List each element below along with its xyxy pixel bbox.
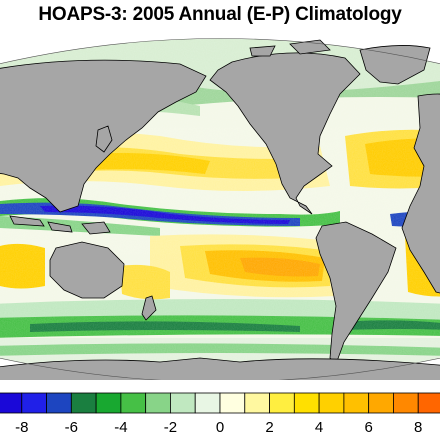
land-masses	[0, 39, 440, 380]
new-zealand	[141, 295, 157, 321]
colorbar-bin	[393, 392, 419, 414]
climatology-map	[0, 36, 440, 380]
colorbar-bin	[170, 392, 196, 414]
colorbar-bin	[120, 392, 147, 414]
antarctica	[0, 357, 440, 380]
colorbar-bin	[368, 392, 394, 414]
europe-africa	[401, 93, 440, 294]
colorbar	[0, 392, 440, 414]
colorbar-tick-label: 6	[364, 419, 373, 436]
colorbar-bin	[244, 392, 270, 414]
colorbar-ticks: -8 -6 -4 -2 0 2 4 6 8	[0, 419, 440, 437]
colorbar-bin	[194, 392, 221, 414]
map-svg	[0, 38, 440, 380]
globe-outline-top	[0, 38, 440, 65]
colorbar-tick-label: 4	[314, 419, 324, 436]
colorbar-tick-label: -4	[114, 419, 128, 436]
colorbar-bin	[46, 392, 72, 414]
map-title: HOAPS-3: 2005 Annual (E-P) Climatology	[38, 4, 402, 25]
colorbar-tick-label: 8	[414, 419, 423, 436]
globe-outline-bottom	[0, 357, 440, 380]
australia	[49, 241, 125, 299]
north-america	[209, 52, 361, 215]
colorbar-bin	[343, 392, 370, 414]
colorbar-svg	[0, 392, 440, 414]
greenland	[359, 45, 431, 85]
colorbar-bin	[318, 392, 345, 414]
colorbar-bin	[145, 392, 171, 414]
colorbar-tick-label: -8	[15, 419, 29, 436]
japan	[95, 125, 113, 153]
colorbar-bin	[0, 392, 23, 414]
colorbar-tick-label: 0	[215, 419, 225, 436]
colorbar-bin	[95, 392, 122, 414]
maritime-continent	[9, 215, 111, 235]
colorbar-bin	[70, 392, 97, 414]
colorbar-tick-label: -2	[163, 419, 178, 436]
colorbar-bin	[293, 392, 320, 414]
colorbar-bin	[219, 392, 246, 414]
colorbar-tick-label: -6	[64, 419, 78, 436]
colorbar-bin	[21, 392, 47, 414]
south-america	[315, 221, 397, 365]
arctic-islands	[249, 39, 331, 57]
colorbar-bin	[417, 392, 440, 414]
colorbar-tick-label: 2	[265, 419, 274, 436]
colorbar-bin	[269, 392, 295, 414]
